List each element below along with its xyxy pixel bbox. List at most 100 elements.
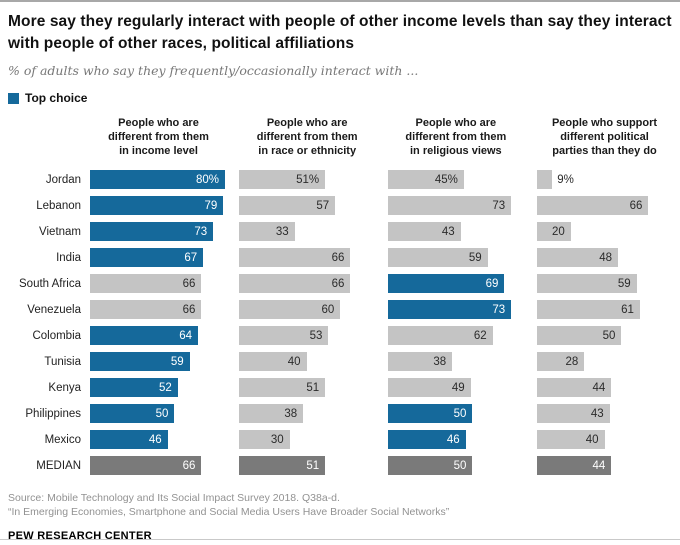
bar-value: 73 xyxy=(492,303,506,316)
bar-area: 66 xyxy=(239,274,374,294)
bar-value: 51 xyxy=(306,381,320,394)
bar-value: 53 xyxy=(309,329,323,342)
bar-income: 46 xyxy=(90,430,168,450)
bar-income: 64 xyxy=(90,326,199,346)
bar-value: 73 xyxy=(492,199,506,212)
bar-political: 43 xyxy=(537,404,610,424)
bar-area: 51 xyxy=(239,378,374,398)
bar-cell-political: 9% xyxy=(537,170,672,190)
bar-area: 73 xyxy=(388,196,523,216)
bar-political: 44 xyxy=(537,456,612,476)
bar-cell-race: 38 xyxy=(239,404,388,424)
bar-income: 67 xyxy=(90,248,204,268)
bar-area: 43 xyxy=(537,404,672,424)
bar-political: 48 xyxy=(537,248,619,268)
bar-area: 64 xyxy=(90,326,225,346)
source-line-2: “In Emerging Economies, Smartphone and S… xyxy=(8,506,450,519)
bar-political: 44 xyxy=(537,378,612,398)
bar-value: 61 xyxy=(621,303,634,316)
bar-area: 51% xyxy=(239,170,374,190)
bar-value: 66 xyxy=(182,277,196,290)
bar-cell-race: 33 xyxy=(239,222,388,242)
bar-religion: 73 xyxy=(388,300,512,320)
bar-religion: 59 xyxy=(388,248,488,268)
bar-cell-income: 66 xyxy=(90,300,239,320)
bar-area: 44 xyxy=(537,456,672,476)
bar-race: 51% xyxy=(239,170,326,190)
bar-value: 43 xyxy=(441,225,455,238)
bar-area: 60 xyxy=(239,300,374,320)
bar-cell-political: 40 xyxy=(537,430,672,450)
bar-race: 53 xyxy=(239,326,329,346)
bar-cell-income: 67 xyxy=(90,248,239,268)
bar-cell-political: 50 xyxy=(537,326,672,346)
column-header-political: People who support different political par… xyxy=(537,117,672,159)
bar-race: 51 xyxy=(239,378,326,398)
bar-income: 66 xyxy=(90,456,202,476)
bar-religion: 46 xyxy=(388,430,466,450)
bar-area: 50 xyxy=(388,456,523,476)
bar-cell-religion: 62 xyxy=(388,326,537,346)
bar-area: 50 xyxy=(537,326,672,346)
bar-income: 66 xyxy=(90,300,202,320)
bar-area: 38 xyxy=(239,404,374,424)
bar-political: 66 xyxy=(537,196,649,216)
top-rule xyxy=(0,0,680,2)
bar-cell-race: 40 xyxy=(239,352,388,372)
bar-area: 43 xyxy=(388,222,523,242)
bar-religion: 49 xyxy=(388,378,471,398)
chart-row: Lebanon 79 57 73 66 xyxy=(8,193,672,219)
country-label: Kenya xyxy=(48,381,82,394)
bar-value: 46 xyxy=(148,433,162,446)
bar-area: 50 xyxy=(90,404,225,424)
bar-cell-political: 61 xyxy=(537,300,672,320)
bar-value: 20 xyxy=(552,225,565,238)
bar-value: 66 xyxy=(629,199,643,212)
bar-race: 60 xyxy=(239,300,341,320)
bar-cell-race: 51% xyxy=(239,170,388,190)
bar-area: 67 xyxy=(90,248,225,268)
bar-area: 44 xyxy=(537,378,672,398)
bar-value: 33 xyxy=(275,225,289,238)
bar-area: 66 xyxy=(537,196,672,216)
bar-cell-income: 80% xyxy=(90,170,239,190)
bar-political: 61 xyxy=(537,300,640,320)
bar-political: 28 xyxy=(537,352,585,372)
bar-income: 52 xyxy=(90,378,178,398)
bar-cell-political: 48 xyxy=(537,248,672,268)
bar-cell-political: 43 xyxy=(537,404,672,424)
bar-value: 44 xyxy=(592,459,606,472)
bar-value: 59 xyxy=(468,251,482,264)
bar-value: 66 xyxy=(182,459,196,472)
bar-value: 73 xyxy=(194,225,208,238)
bar-political: 59 xyxy=(537,274,637,294)
bar-cell-religion: 46 xyxy=(388,430,537,450)
chart-row: Philippines 50 38 50 43 xyxy=(8,401,672,427)
bar-cell-race: 30 xyxy=(239,430,388,450)
country-label: MEDIAN xyxy=(36,459,82,472)
chart-row: Tunisia 59 40 38 28 xyxy=(8,349,672,375)
bottom-rule xyxy=(0,539,680,540)
bar-cell-race: 66 xyxy=(239,274,388,294)
bar-cell-race: 53 xyxy=(239,326,388,346)
bar-religion: 69 xyxy=(388,274,505,294)
bar-value: 38 xyxy=(433,355,447,368)
bar-area: 28 xyxy=(537,352,672,372)
bar-cell-income: 79 xyxy=(90,196,239,216)
bar-political: 40 xyxy=(537,430,605,450)
bar-value: 59 xyxy=(617,277,631,290)
bar-value: 43 xyxy=(590,407,604,420)
chart-row: Mexico 46 30 46 40 xyxy=(8,427,672,453)
bar-cell-religion: 50 xyxy=(388,404,537,424)
bar-race: 38 xyxy=(239,404,304,424)
country-label: Tunisia xyxy=(44,355,82,368)
bar-area: 69 xyxy=(388,274,523,294)
bar-value: 51 xyxy=(306,459,320,472)
bar-area: 73 xyxy=(90,222,225,242)
legend-swatch-icon xyxy=(8,92,19,104)
bar-value: 30 xyxy=(270,433,284,446)
bar-value: 62 xyxy=(473,329,487,342)
bar-value: 48 xyxy=(599,251,613,264)
bar-value: 40 xyxy=(287,355,301,368)
bar-value: 69 xyxy=(485,277,499,290)
